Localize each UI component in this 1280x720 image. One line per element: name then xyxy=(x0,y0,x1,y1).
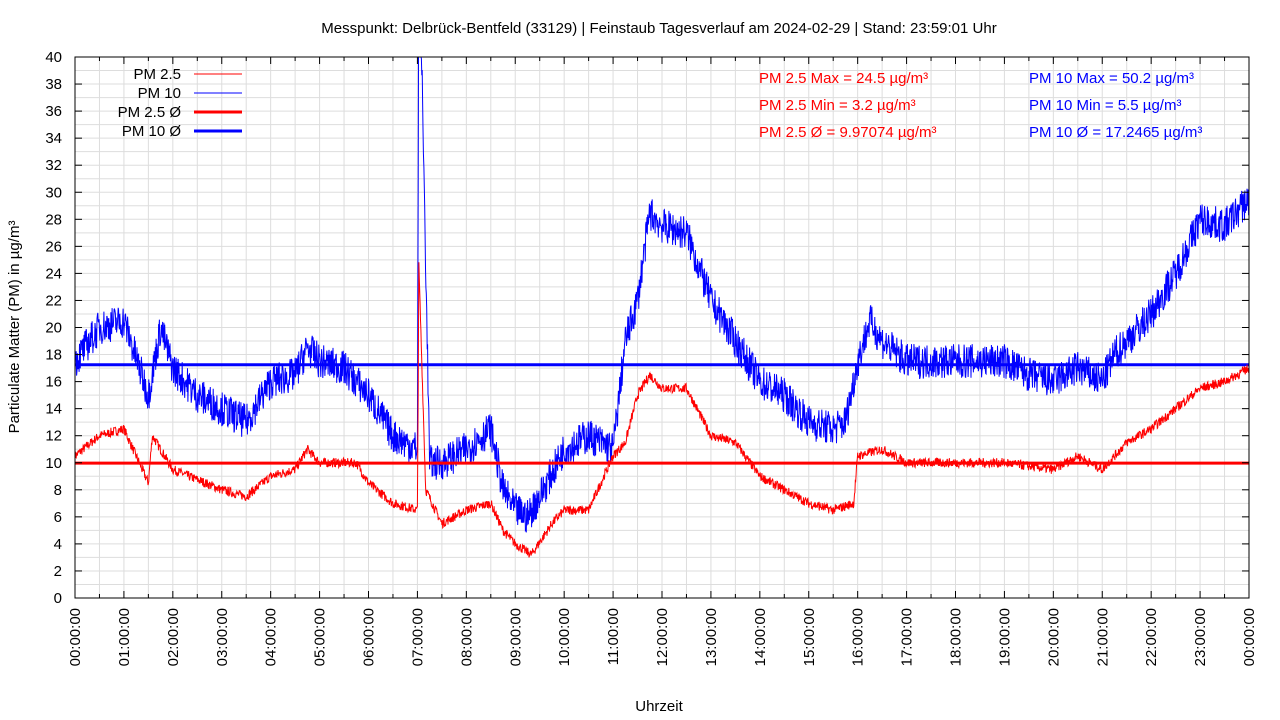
pm25-avg: PM 2.5 Ø = 9.97074 µg/m³ xyxy=(759,124,936,141)
x-tick-label: 17:00:00 xyxy=(899,608,916,666)
x-tick-label: 22:00:00 xyxy=(1143,608,1160,666)
x-tick-label: 23:00:00 xyxy=(1192,608,1209,666)
grid xyxy=(74,56,1250,599)
x-tick-label: 15:00:00 xyxy=(801,608,818,666)
pm10-min: PM 10 Min = 5.5 µg/m³ xyxy=(1029,97,1181,114)
x-axis-label: Uhrzeit xyxy=(635,698,683,715)
y-tick-label: 14 xyxy=(45,401,62,418)
y-tick-label: 2 xyxy=(54,563,62,580)
series-pm25-line xyxy=(74,262,1250,558)
x-tick-label: 06:00:00 xyxy=(361,608,378,666)
series-pm10-line xyxy=(74,56,1250,533)
y-tick-label: 32 xyxy=(45,157,62,174)
legend: PM 2.5 PM 10 PM 2.5 Ø PM 10 Ø xyxy=(118,66,242,140)
y-tick-label: 22 xyxy=(45,292,62,309)
y-tick-label: 6 xyxy=(54,509,62,526)
x-tick-label: 08:00:00 xyxy=(458,608,475,666)
stats-annotations: PM 2.5 Max = 24.5 µg/m³ PM 2.5 Min = 3.2… xyxy=(759,70,1202,141)
y-tick-label: 28 xyxy=(45,211,62,228)
y-tick-label: 4 xyxy=(54,536,62,553)
y-tick-label: 18 xyxy=(45,347,62,364)
legend-label-pm25-avg: PM 2.5 Ø xyxy=(118,104,182,121)
ticks: 024681012141618202224262830323436384000:… xyxy=(45,49,1258,666)
y-tick-label: 20 xyxy=(45,320,62,337)
x-tick-label: 00:00:00 xyxy=(67,608,84,666)
x-tick-label: 14:00:00 xyxy=(752,608,769,666)
legend-label-pm25: PM 2.5 xyxy=(133,66,181,83)
x-tick-label: 18:00:00 xyxy=(948,608,965,666)
x-tick-label: 00:00:00 xyxy=(1241,608,1258,666)
y-tick-label: 24 xyxy=(45,265,62,282)
x-tick-label: 20:00:00 xyxy=(1045,608,1062,666)
y-tick-label: 12 xyxy=(45,428,62,445)
legend-label-pm10: PM 10 xyxy=(138,85,181,102)
y-tick-label: 0 xyxy=(54,590,62,607)
chart-title: Messpunkt: Delbrück-Bentfeld (33129) | F… xyxy=(321,20,996,37)
x-tick-label: 02:00:00 xyxy=(165,608,182,666)
y-tick-label: 10 xyxy=(45,455,62,472)
x-tick-label: 05:00:00 xyxy=(312,608,329,666)
y-tick-label: 16 xyxy=(45,374,62,391)
x-tick-label: 04:00:00 xyxy=(263,608,280,666)
x-tick-label: 09:00:00 xyxy=(507,608,524,666)
x-tick-label: 01:00:00 xyxy=(116,608,133,666)
x-tick-label: 10:00:00 xyxy=(556,608,573,666)
x-tick-label: 16:00:00 xyxy=(850,608,867,666)
pm25-min: PM 2.5 Min = 3.2 µg/m³ xyxy=(759,97,916,114)
y-tick-label: 30 xyxy=(45,184,62,201)
x-tick-label: 21:00:00 xyxy=(1094,608,1111,666)
x-tick-label: 13:00:00 xyxy=(703,608,720,666)
x-tick-label: 12:00:00 xyxy=(654,608,671,666)
y-tick-label: 38 xyxy=(45,76,62,93)
pm10-max: PM 10 Max = 50.2 µg/m³ xyxy=(1029,70,1194,87)
x-tick-label: 11:00:00 xyxy=(605,608,622,665)
x-tick-label: 19:00:00 xyxy=(996,608,1013,666)
pm10-avg: PM 10 Ø = 17.2465 µg/m³ xyxy=(1029,124,1202,141)
y-tick-label: 36 xyxy=(45,103,62,120)
y-tick-label: 40 xyxy=(45,49,62,66)
series-layer xyxy=(74,56,1250,558)
y-tick-label: 34 xyxy=(45,130,62,147)
y-tick-label: 26 xyxy=(45,238,62,255)
y-tick-label: 8 xyxy=(54,482,62,499)
x-tick-label: 07:00:00 xyxy=(409,608,426,666)
legend-label-pm10-avg: PM 10 Ø xyxy=(122,123,182,140)
y-axis-label: Particulate Matter (PM) in µg/m³ xyxy=(6,221,23,434)
x-tick-label: 03:00:00 xyxy=(214,608,231,666)
pm25-max: PM 2.5 Max = 24.5 µg/m³ xyxy=(759,70,928,87)
